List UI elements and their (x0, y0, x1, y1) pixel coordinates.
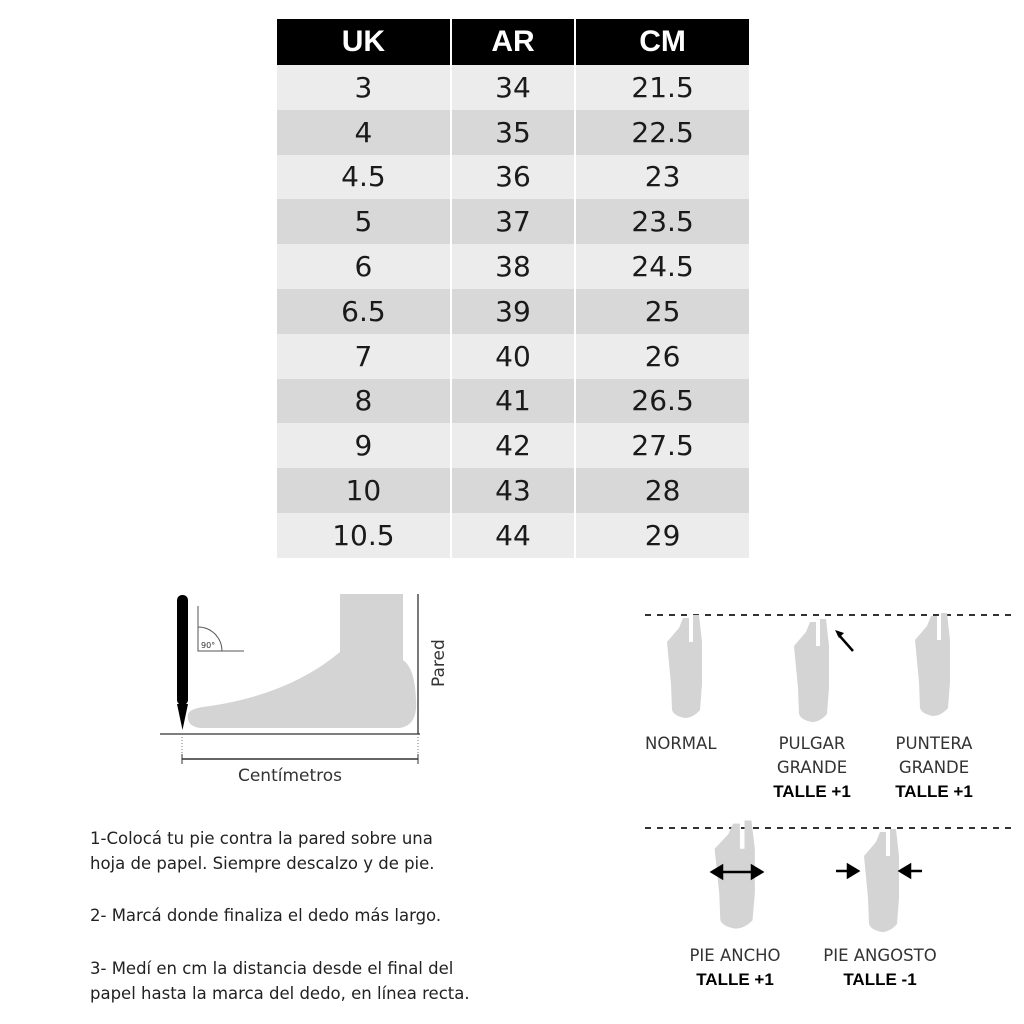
label-normal: NORMAL (645, 734, 717, 753)
cell-cm: 25 (574, 288, 749, 334)
size-table: UK AR CM 3 34 21.5 4 35 22.5 4.5 36 23 5 37 23.5 6 38… (277, 19, 749, 558)
cell-ar: 37 (449, 199, 576, 245)
cell-ar: 38 (449, 244, 576, 289)
cell-cm: 26 (574, 333, 749, 379)
foot-side-silhouette (187, 594, 417, 728)
label-ancho: PIE ANCHO TALLE +1 (689, 946, 781, 989)
cell-uk: 5 (277, 199, 451, 245)
angle-icon (197, 606, 244, 652)
cell-ar: 40 (449, 333, 576, 379)
table-row: 4.5 36 23 (277, 154, 749, 200)
cell-cm: 22.5 (574, 109, 749, 155)
table-header: UK AR CM (277, 19, 749, 65)
cell-ar: 34 (449, 65, 576, 110)
cell-uk: 3 (277, 65, 451, 110)
arrow-icon (837, 633, 854, 652)
cell-cm: 26.5 (574, 378, 749, 424)
cell-ar: 43 (449, 468, 576, 513)
cell-cm: 28 (574, 468, 749, 513)
angle-label: 90° (201, 641, 215, 650)
wide-arrows-icon (709, 863, 765, 881)
instruction-step-3: 3- Medí en cm la distancia desde el fina… (90, 959, 470, 1003)
header-ar: AR (449, 19, 576, 65)
cell-uk: 8 (277, 378, 451, 424)
foot-pulgar-icon (794, 619, 829, 722)
cell-cm: 27.5 (574, 423, 749, 469)
table-row: 6 38 24.5 (277, 244, 749, 289)
foot-puntera-icon (915, 613, 950, 716)
cell-cm: 23 (574, 154, 749, 200)
cell-ar: 44 (449, 512, 576, 558)
cell-ar: 36 (449, 154, 576, 200)
narrow-arrows-icon (836, 862, 922, 880)
cell-ar: 39 (449, 288, 576, 334)
label-puntera: PUNTERA GRANDE TALLE +1 (895, 734, 973, 801)
foot-types-diagram (645, 613, 1015, 932)
table-row: 8 41 26.5 (277, 378, 749, 424)
cell-uk: 4.5 (277, 154, 451, 200)
cell-uk: 7 (277, 333, 451, 379)
cell-uk: 6 (277, 244, 451, 289)
foot-normal-icon (667, 615, 702, 718)
table-row: 10 43 28 (277, 468, 749, 513)
cell-cm: 21.5 (574, 65, 749, 110)
label-pulgar: PULGAR GRANDE TALLE +1 (773, 734, 851, 801)
foot-measure-diagram: 90° Centímetros Pared (160, 594, 449, 786)
table-row: 3 34 21.5 (277, 65, 749, 110)
cell-uk: 6.5 (277, 288, 451, 334)
cell-cm: 24.5 (574, 244, 749, 289)
cell-uk: 10.5 (277, 512, 451, 558)
instruction-step-1: 1-Colocá tu pie contra la pared sobre un… (90, 829, 435, 873)
table-row: 4 35 22.5 (277, 109, 749, 155)
instruction-step-2: 2- Marcá donde finaliza el dedo más larg… (90, 906, 442, 925)
cell-ar: 35 (449, 109, 576, 155)
foot-angosto-icon (864, 829, 899, 932)
table-row: 5 37 23.5 (277, 199, 749, 245)
header-cm: CM (574, 19, 749, 65)
pencil-icon (177, 595, 188, 730)
cell-ar: 41 (449, 378, 576, 424)
header-uk: UK (277, 19, 451, 65)
cell-uk: 9 (277, 423, 451, 469)
length-label: Centímetros (238, 766, 342, 786)
table-row: 9 42 27.5 (277, 423, 749, 469)
cell-uk: 4 (277, 109, 451, 155)
table-row: 6.5 39 25 (277, 288, 749, 334)
cell-cm: 29 (574, 512, 749, 558)
table-row: 7 40 26 (277, 333, 749, 379)
cell-uk: 10 (277, 468, 451, 513)
table-row: 10.5 44 29 (277, 512, 749, 558)
cell-ar: 42 (449, 423, 576, 469)
wall-label: Pared (429, 639, 449, 687)
label-angosto: PIE ANGOSTO TALLE -1 (823, 946, 937, 989)
cell-cm: 23.5 (574, 199, 749, 245)
